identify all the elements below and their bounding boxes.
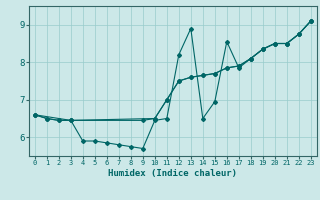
X-axis label: Humidex (Indice chaleur): Humidex (Indice chaleur) <box>108 169 237 178</box>
